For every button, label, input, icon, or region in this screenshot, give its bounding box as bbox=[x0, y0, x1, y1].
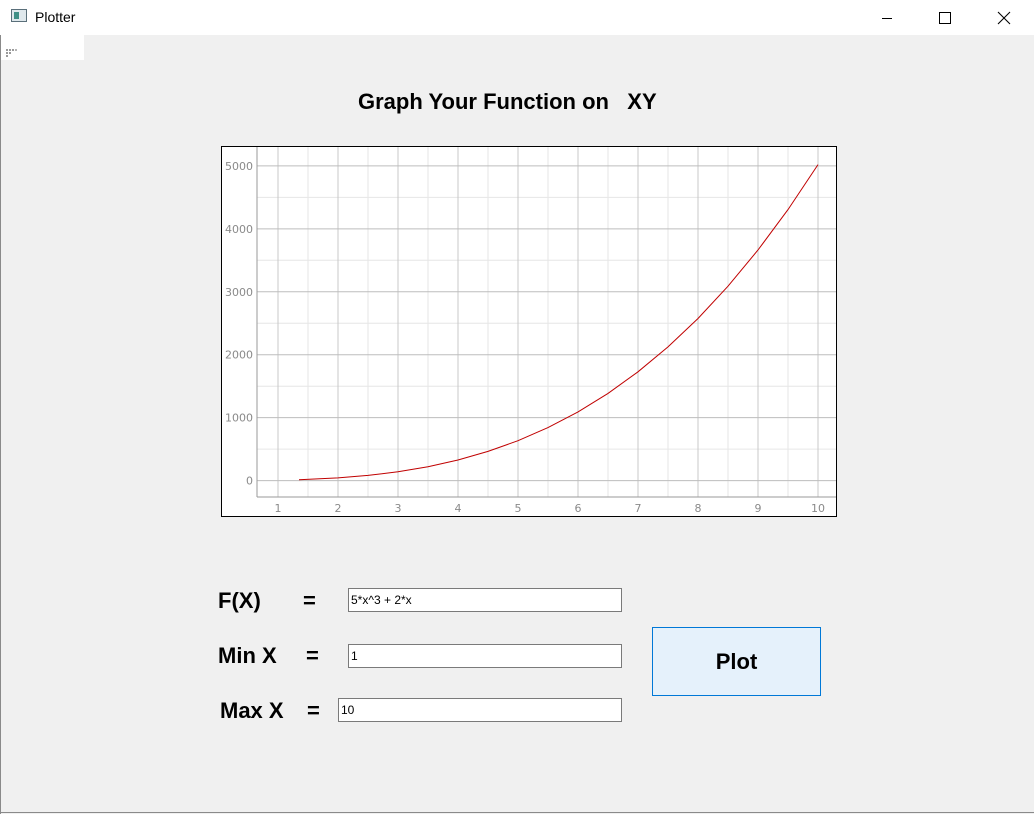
y-tick-label: 1000 bbox=[225, 412, 253, 425]
app-icon bbox=[11, 9, 27, 22]
function-input[interactable] bbox=[348, 588, 622, 612]
minimize-button[interactable] bbox=[858, 0, 916, 35]
x-tick-label: 6 bbox=[575, 502, 582, 515]
y-tick-label: 3000 bbox=[225, 286, 253, 299]
max-x-equals: = bbox=[307, 698, 320, 723]
min-x-input[interactable] bbox=[348, 644, 622, 668]
menu-strip bbox=[1, 35, 84, 60]
x-tick-label: 4 bbox=[455, 502, 462, 515]
close-icon bbox=[997, 11, 1011, 24]
maximize-button[interactable] bbox=[916, 0, 974, 35]
page-heading: Graph Your Function on XY bbox=[358, 89, 657, 114]
min-x-equals: = bbox=[306, 643, 319, 668]
window-border-bottom bbox=[0, 812, 1034, 813]
x-tick-label: 3 bbox=[395, 502, 402, 515]
x-tick-label: 8 bbox=[695, 502, 702, 515]
x-tick-label: 7 bbox=[635, 502, 642, 515]
y-tick-label: 0 bbox=[246, 475, 253, 488]
x-tick-label: 9 bbox=[755, 502, 762, 515]
function-chart: 1 2 3 4 5 6 7 8 9 10 0 1000 2000 3000 4000 5000 bbox=[221, 146, 837, 517]
window-border-left bbox=[0, 35, 1, 814]
x-tick-label: 10 bbox=[811, 502, 825, 515]
chart-svg: 1 2 3 4 5 6 7 8 9 10 0 1000 2000 3000 4000 5000 bbox=[225, 147, 836, 515]
title-bar: Plotter bbox=[0, 0, 1034, 35]
x-tick-label: 1 bbox=[275, 502, 282, 515]
close-button[interactable] bbox=[975, 0, 1033, 35]
minimize-icon bbox=[882, 17, 892, 19]
min-x-label: Min X bbox=[218, 643, 277, 668]
y-tick-label: 4000 bbox=[225, 223, 253, 236]
toolstrip-grip-icon[interactable] bbox=[6, 48, 18, 58]
max-x-label: Max X bbox=[220, 698, 284, 723]
series-line bbox=[298, 164, 819, 481]
y-tick-label: 2000 bbox=[225, 349, 253, 362]
x-tick-label: 2 bbox=[335, 502, 342, 515]
fx-label: F(X) bbox=[218, 588, 261, 613]
max-x-input[interactable] bbox=[338, 698, 622, 722]
x-tick-label: 5 bbox=[515, 502, 522, 515]
fx-equals: = bbox=[303, 588, 316, 613]
plot-button[interactable]: Plot bbox=[652, 627, 821, 696]
y-tick-label: 5000 bbox=[225, 160, 253, 173]
window-title: Plotter bbox=[35, 9, 76, 25]
maximize-icon bbox=[939, 11, 951, 24]
